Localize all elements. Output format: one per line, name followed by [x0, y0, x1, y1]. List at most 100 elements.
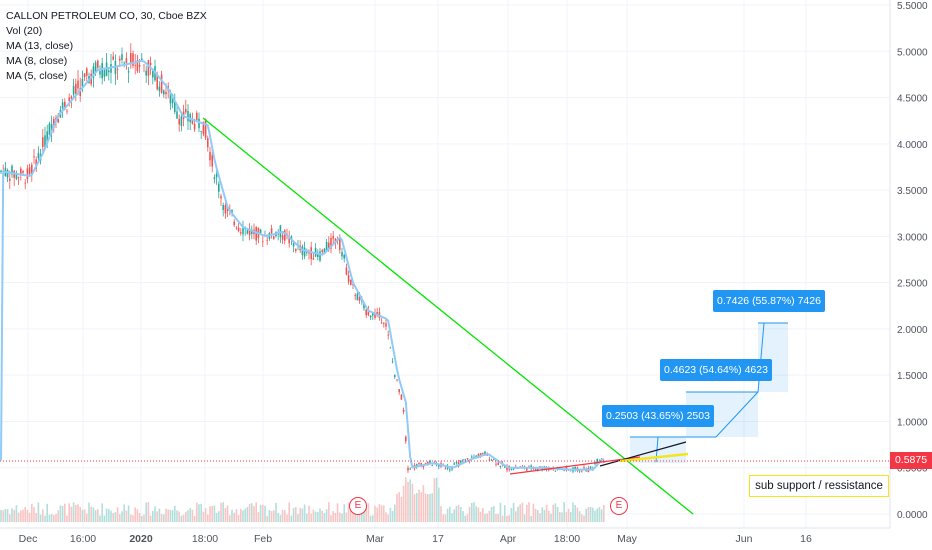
volume-bar — [9, 514, 11, 522]
projection-label-1[interactable]: 0.2503 (43.65%) 2503 — [602, 405, 714, 427]
volume-bar — [334, 512, 337, 522]
volume-bar — [361, 512, 363, 522]
volume-bar — [592, 507, 594, 522]
candle-body — [136, 60, 139, 72]
x-tick-label: Jun — [736, 533, 753, 545]
volume-bar — [473, 502, 475, 522]
candle-body — [235, 227, 238, 229]
x-tick-label: 17 — [432, 533, 444, 545]
candle-body — [158, 86, 161, 91]
volume-bar — [317, 512, 319, 522]
candle-body — [66, 110, 68, 112]
volume-bar — [70, 506, 73, 522]
volume-bar — [163, 514, 165, 522]
volume-bar — [490, 507, 493, 522]
candle-body — [341, 252, 343, 257]
candle-body — [266, 239, 268, 241]
volume-bar — [367, 503, 370, 522]
candle-body — [407, 467, 409, 471]
projection-label-3[interactable]: 0.7426 (55.87%) 7426 — [713, 290, 825, 312]
candle-body — [479, 453, 482, 456]
volume-bar — [292, 508, 295, 522]
volume-bar — [50, 513, 53, 522]
volume-bar — [48, 514, 51, 522]
candle-body — [218, 183, 220, 192]
candle-body — [48, 123, 51, 136]
y-tick-label: 3.5000 — [897, 186, 928, 197]
volume-bar — [482, 507, 484, 522]
volume-bar — [537, 510, 539, 522]
volume-bar — [561, 512, 563, 522]
volume-bar — [220, 502, 222, 522]
volume-bar — [268, 509, 271, 522]
candle-body — [455, 462, 458, 464]
volume-bar — [0, 509, 2, 522]
y-tick-label: 5.0000 — [897, 47, 928, 58]
volume-bars — [0, 477, 605, 522]
volume-bar — [497, 513, 499, 522]
candle-body — [325, 241, 328, 252]
candle-body — [563, 469, 565, 471]
volume-bar — [449, 506, 451, 522]
volume-bar — [356, 512, 359, 522]
earnings-event-badge-2[interactable]: E — [610, 497, 628, 515]
volume-bar — [204, 508, 207, 522]
candle-body — [512, 467, 515, 470]
volume-bar — [308, 505, 310, 522]
candle-body — [358, 296, 361, 301]
volume-bar — [301, 508, 304, 522]
candle-body — [233, 221, 235, 226]
volume-bar — [323, 513, 326, 522]
volume-bar — [350, 503, 352, 522]
volume-bar — [185, 511, 187, 522]
x-tick-label: 16:00 — [70, 533, 96, 545]
volume-bar — [433, 478, 436, 522]
volume-bar — [266, 515, 268, 522]
legend-title[interactable]: CALLON PETROLEUM CO, 30, Cboe BZX — [6, 10, 207, 22]
x-tick-label: 16 — [800, 533, 812, 545]
volume-bar — [211, 506, 213, 522]
support-resistance-note[interactable]: sub support / ressistance — [749, 475, 889, 497]
volume-bar — [411, 483, 414, 522]
candle-body — [119, 58, 121, 61]
candle-body — [22, 170, 24, 173]
volume-bar — [66, 515, 68, 522]
volume-bar — [378, 504, 381, 522]
volume-bar — [4, 509, 7, 522]
volume-bar — [442, 514, 444, 522]
legend-ma5[interactable]: MA (5, close) — [6, 70, 68, 82]
candle-body — [303, 247, 306, 257]
volume-bar — [440, 506, 442, 522]
candle-body — [134, 64, 136, 66]
volume-bar — [523, 514, 526, 522]
volume-bar — [61, 505, 64, 522]
candle-body — [42, 137, 44, 147]
volume-bar — [396, 493, 398, 522]
projection-label-2[interactable]: 0.4623 (54.64%) 4623 — [660, 359, 772, 381]
volume-bar — [416, 493, 418, 522]
volume-bar — [539, 513, 541, 522]
yellow-highlight-line — [619, 452, 689, 463]
y-tick-label: 2.5000 — [897, 279, 928, 290]
legend-ma13[interactable]: MA (13, close) — [6, 40, 74, 52]
candle-body — [246, 230, 249, 234]
earnings-event-badge-1[interactable]: E — [349, 497, 367, 515]
candle-body — [196, 112, 198, 120]
volume-bar — [343, 504, 345, 522]
candle-body — [284, 230, 286, 241]
volume-bar — [578, 511, 581, 522]
legend-ma8[interactable]: MA (8, close) — [6, 55, 68, 67]
volume-bar — [136, 509, 139, 522]
candle-body — [191, 118, 194, 124]
volume-bar — [585, 508, 587, 522]
volume-bar — [127, 505, 130, 522]
candle-body — [369, 315, 372, 318]
volume-bar — [86, 513, 88, 522]
candle-body — [541, 467, 543, 471]
volume-bar — [125, 510, 128, 522]
x-tick-label: 2020 — [129, 533, 153, 545]
volume-bar — [169, 509, 172, 522]
volume-bar — [264, 505, 266, 522]
legend-volume[interactable]: Vol (20) — [6, 25, 43, 37]
